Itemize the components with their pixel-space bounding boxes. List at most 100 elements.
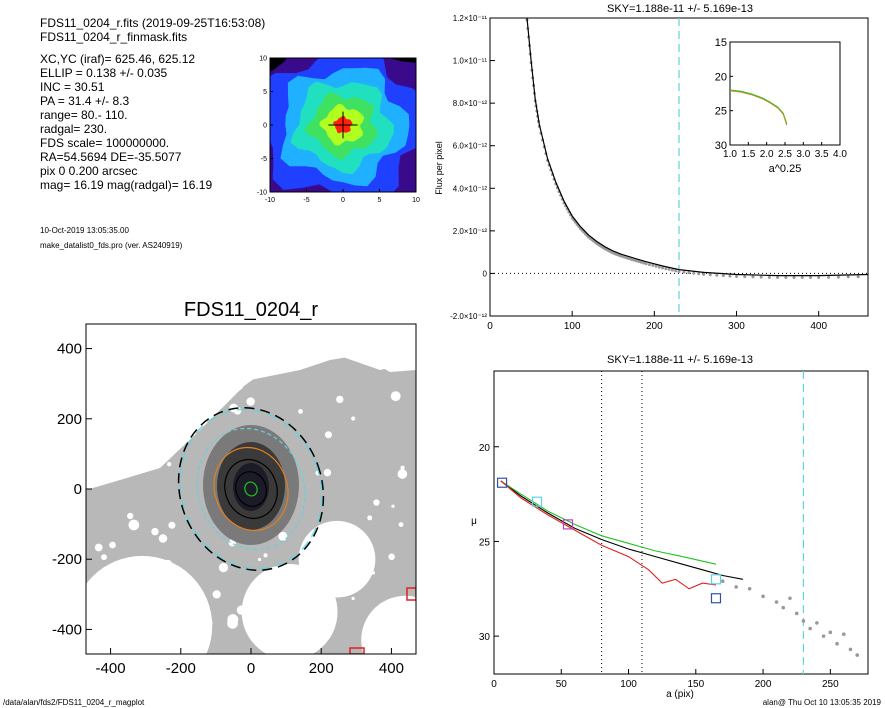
masked-hole — [244, 623, 251, 630]
mu-point — [801, 619, 806, 623]
masked-hole — [388, 553, 395, 561]
thumbnail-heatmap — [270, 58, 416, 192]
masked-hole-large-3 — [361, 595, 416, 654]
inset-xtick-label: 1.0 — [723, 149, 737, 160]
flux-point — [682, 270, 686, 274]
masked-hole — [257, 557, 262, 562]
info-pa: PA = 31.4 +/- 8.3 — [40, 94, 130, 108]
mu-series-2 — [500, 480, 717, 590]
flux-point — [634, 259, 638, 263]
masked-hole — [118, 634, 126, 642]
flux-ytick-label: 4.0×10⁻¹² — [453, 184, 488, 193]
flux-xtick-label: 100 — [564, 321, 581, 332]
masked-hole — [332, 546, 339, 553]
flux-point — [651, 263, 655, 267]
masked-hole — [127, 512, 134, 520]
masked-hole — [295, 604, 301, 610]
mu-point — [794, 611, 799, 616]
masked-hole-large-0 — [86, 555, 213, 654]
flux-point — [836, 275, 840, 279]
masked-hole — [94, 543, 103, 552]
flux-point — [856, 275, 860, 279]
flux-ytick-label: 1.2×10⁻¹¹ — [453, 14, 488, 23]
mu-point — [747, 586, 752, 591]
flux-point — [767, 275, 771, 279]
flux-xtick-label: 0 — [487, 321, 493, 332]
masked-hole — [319, 548, 331, 559]
mu-box-3 — [710, 574, 722, 585]
thumb-xtick-label: 10 — [412, 197, 420, 204]
flux-ytick-label: 2.0×10⁻¹² — [453, 227, 488, 236]
masked-hole — [373, 499, 380, 506]
masked-hole — [168, 521, 176, 529]
mu-point — [788, 596, 792, 601]
masked-hole — [278, 531, 288, 541]
flux-point — [639, 260, 643, 264]
footer-path: /data/alan/fds2/FDS11_0204_r_magplot — [3, 698, 145, 707]
flux-point — [674, 269, 678, 273]
inset-xtick-label: 2.5 — [778, 149, 792, 160]
mu-point — [841, 632, 846, 637]
inset-plot: 1.0 1.5 2.0 2.5 3.0 3.5 4.0 15 20 25 30 — [715, 37, 848, 160]
isophote-ellipse-0 — [177, 407, 325, 571]
flux-point — [743, 275, 747, 279]
mu-box-1 — [531, 496, 543, 507]
inset-xtick-label: 3.0 — [796, 149, 810, 160]
inset-xtick-label: 2.0 — [760, 149, 774, 160]
flux-point — [735, 274, 739, 278]
mu-point — [821, 634, 826, 638]
mu-point — [855, 653, 860, 657]
mu-xtick-label: 150 — [687, 679, 704, 690]
masked-hole — [101, 554, 107, 561]
mu-series-1 — [500, 480, 717, 565]
flux-point — [827, 275, 831, 279]
flux-point — [721, 274, 725, 278]
mu-point — [848, 647, 853, 652]
inset-xtick-label: 4.0 — [833, 149, 847, 160]
masked-hole — [233, 380, 244, 391]
masked-hole — [318, 566, 330, 578]
isophote-ellipse-1 — [179, 408, 323, 570]
masked-hole — [323, 468, 332, 477]
image-xtick-label: 400 — [379, 660, 404, 677]
info-radec: RA=54.5694 DE=-35.5077 — [40, 150, 182, 164]
isophote-ellipse-2 — [196, 427, 306, 551]
info-inc: INC = 30.51 — [40, 80, 105, 94]
mu-title: SKY=1.188e-11 +/- 5.169e-13 — [607, 354, 753, 366]
masked-hole — [158, 534, 168, 543]
masked-hole — [106, 387, 118, 399]
flux-ytick-label: 1.0×10⁻¹¹ — [453, 57, 488, 66]
masked-hole — [390, 391, 401, 402]
thumb-ytick-label: 10 — [259, 56, 267, 63]
inset-curve-orange — [729, 90, 788, 126]
flux-point — [697, 272, 701, 276]
flux-point — [751, 275, 755, 279]
flux-xtick-label: 400 — [810, 321, 827, 332]
flux-point — [759, 275, 763, 279]
mu-plot: 0 50 100 150 200 250 20 25 30 — [479, 371, 860, 690]
masked-hole — [263, 553, 268, 558]
masked-hole — [186, 631, 195, 640]
thumb-ytick-label: 5 — [263, 89, 267, 96]
mu-ylabel: μ — [471, 516, 477, 527]
masked-hole — [163, 559, 173, 570]
thumb-ytick-label: -10 — [257, 190, 267, 197]
flux-point — [647, 263, 651, 267]
flux-point — [632, 258, 636, 262]
image-ytick-label: -400 — [52, 621, 82, 638]
mu-point — [734, 585, 738, 589]
mu-xtick-label: 200 — [755, 679, 772, 690]
thumbnail-panel: -10 -5 0 5 10 -10 -5 0 5 10 — [257, 56, 420, 205]
flux-point — [657, 265, 661, 269]
image-ytick-label: 0 — [74, 481, 82, 498]
mu-point — [808, 626, 812, 631]
inset-curve-green — [729, 89, 788, 125]
flux-point — [792, 276, 796, 280]
flux-point — [622, 255, 626, 259]
flux-point — [728, 274, 732, 278]
flux-point — [670, 268, 674, 272]
masked-hole — [324, 431, 332, 439]
masked-hole — [118, 393, 124, 399]
masked-hole — [303, 596, 308, 601]
